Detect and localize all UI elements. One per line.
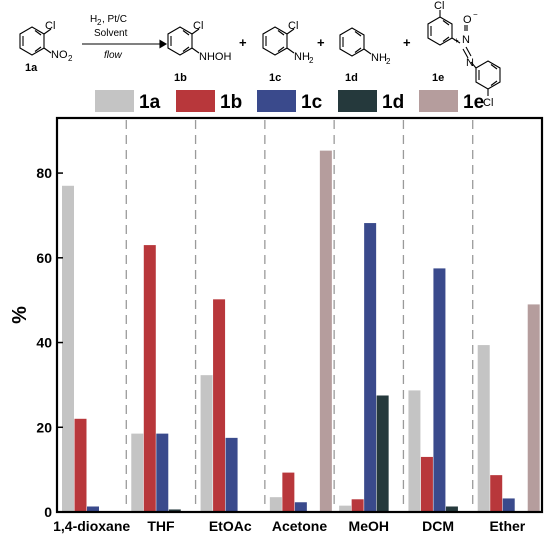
x-tick-label: Ether bbox=[489, 518, 525, 534]
legend-label-1e: 1e bbox=[463, 92, 484, 113]
bar-1c-EtOAc bbox=[225, 437, 238, 512]
plus-sign-2: + bbox=[317, 35, 325, 50]
1a-no-sub: 2 bbox=[68, 54, 73, 63]
1e-n1-label: N bbox=[462, 34, 470, 46]
plus-sign-1: + bbox=[239, 35, 247, 50]
conditions-solvent: Solvent bbox=[94, 28, 128, 39]
x-tick-label: DCM bbox=[422, 518, 454, 534]
legend-swatch-1a bbox=[95, 90, 134, 112]
bar-1d-MeOH bbox=[376, 395, 389, 512]
bar-1a-EtOAc bbox=[200, 375, 213, 512]
bar-1b-Acetone bbox=[282, 472, 295, 512]
1c-nh-sub: 2 bbox=[309, 56, 314, 65]
compound-1c-label: 1c bbox=[269, 72, 281, 84]
y-axis-label: % bbox=[9, 306, 31, 324]
legend-swatch-1c bbox=[257, 90, 296, 112]
legend-label-1b: 1b bbox=[220, 92, 242, 113]
compound-1d-label: 1d bbox=[345, 72, 358, 84]
bar-1c-Acetone bbox=[294, 502, 307, 512]
x-tick-label: THF bbox=[147, 518, 175, 534]
legend: 1a 1b 1c 1d 1e bbox=[95, 90, 484, 113]
y-tick-label: 40 bbox=[36, 335, 52, 351]
bar-1a-MeOH bbox=[339, 505, 352, 512]
bars bbox=[62, 150, 540, 513]
1e-cl-top-label: Cl bbox=[434, 0, 444, 12]
compound-1d bbox=[339, 27, 372, 57]
1e-o-charge: − bbox=[473, 10, 478, 19]
bar-chart: 0 20 40 60 80 1,4-dioxane THF EtOAc Acetone MeOH… bbox=[9, 116, 544, 534]
1e-n1-charge: + bbox=[454, 36, 459, 45]
legend-swatch-1d bbox=[338, 90, 377, 112]
1e-n2-label: N bbox=[466, 57, 474, 69]
compound-1e bbox=[427, 10, 501, 96]
legend-label-1d: 1d bbox=[382, 92, 404, 113]
y-tick-label: 80 bbox=[36, 165, 52, 181]
legend-swatch-1b bbox=[176, 90, 215, 112]
bar-1b-MeOH bbox=[351, 499, 364, 512]
bar-1b-THF bbox=[143, 245, 156, 512]
bar-1d-DCM bbox=[445, 506, 458, 512]
x-axis: 1,4-dioxane THF EtOAc Acetone MeOH DCM Ether bbox=[53, 518, 526, 534]
reaction-arrow bbox=[82, 39, 168, 49]
bar-1a-DCM bbox=[408, 390, 421, 512]
bar-1a-Ether bbox=[477, 345, 490, 512]
conditions-flow: flow bbox=[104, 50, 123, 61]
conditions-catalyst: , Pt/C bbox=[102, 14, 127, 25]
bar-1c-DCM bbox=[433, 268, 446, 512]
bar-1b-DCM bbox=[420, 456, 433, 512]
legend-label-1c: 1c bbox=[301, 92, 323, 113]
1a-no-label: NO bbox=[51, 49, 68, 61]
x-tick-label: MeOH bbox=[349, 518, 389, 534]
bar-1c-1,4-dioxane bbox=[87, 506, 99, 512]
category-separators bbox=[125, 120, 474, 510]
compound-1c bbox=[262, 26, 295, 56]
compound-1b bbox=[167, 26, 200, 56]
conditions-h2-sub: 2 bbox=[97, 18, 102, 27]
scheme-labels: Cl NO 2 1a H 2 , Pt/C Solvent flow Cl NH… bbox=[25, 0, 493, 109]
bar-1c-Ether bbox=[502, 498, 515, 512]
compound-1a bbox=[19, 26, 52, 56]
bar-1e-Ether bbox=[527, 304, 540, 512]
bar-1b-Ether bbox=[490, 475, 503, 512]
plot-frame bbox=[55, 116, 544, 514]
1b-cl-label: Cl bbox=[193, 20, 203, 32]
y-tick-label: 20 bbox=[36, 419, 52, 435]
legend-label-1a: 1a bbox=[139, 92, 161, 113]
1d-nh-label: NH bbox=[371, 52, 387, 64]
y-axis: 0 20 40 60 80 bbox=[36, 165, 63, 520]
1e-o-label: O bbox=[463, 14, 472, 26]
bar-1b-1,4-dioxane bbox=[74, 418, 87, 512]
1a-cl-label: Cl bbox=[45, 20, 55, 32]
1c-nh-label: NH bbox=[294, 51, 310, 63]
1c-cl-label: Cl bbox=[288, 20, 298, 32]
bar-1b-EtOAc bbox=[213, 299, 226, 512]
y-tick-label: 60 bbox=[36, 250, 52, 266]
x-tick-label: 1,4-dioxane bbox=[53, 518, 130, 534]
1b-nhoh-label: NHOH bbox=[199, 51, 231, 63]
bar-1a-Acetone bbox=[269, 497, 282, 512]
bar-1a-THF bbox=[131, 433, 144, 512]
bar-1c-MeOH bbox=[364, 223, 377, 513]
conditions-h2: H bbox=[90, 14, 97, 25]
bar-1e-Acetone bbox=[319, 150, 332, 512]
bar-1d-THF bbox=[168, 509, 181, 512]
compound-1a-label: 1a bbox=[25, 62, 38, 74]
1e-cl-bottom-label: Cl bbox=[483, 97, 493, 109]
reaction-scheme bbox=[19, 10, 501, 96]
x-tick-label: EtOAc bbox=[209, 518, 252, 534]
x-tick-label: Acetone bbox=[272, 518, 327, 534]
compound-1b-label: 1b bbox=[174, 72, 187, 84]
plus-sign-3: + bbox=[403, 35, 411, 50]
bar-1a-1,4-dioxane bbox=[62, 185, 74, 512]
compound-1e-label: 1e bbox=[432, 72, 444, 84]
1d-nh-sub: 2 bbox=[386, 57, 391, 66]
y-tick-label: 0 bbox=[44, 504, 52, 520]
legend-swatch-1e bbox=[419, 90, 458, 112]
bar-1c-THF bbox=[156, 433, 169, 512]
